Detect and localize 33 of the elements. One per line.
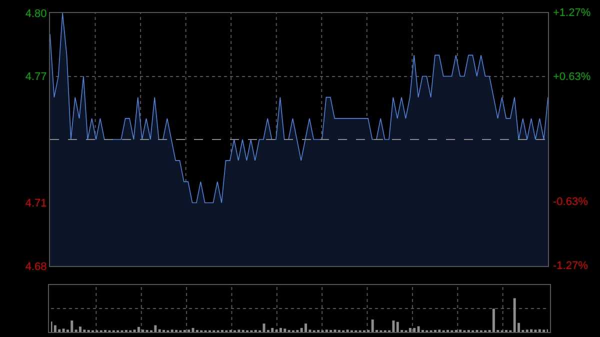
y2-tick-label: -0.63% — [553, 196, 588, 208]
bar — [392, 320, 395, 332]
bar — [300, 328, 303, 332]
bar — [279, 328, 282, 332]
bar — [304, 324, 308, 332]
y2-tick-label: +0.63% — [553, 71, 591, 83]
y2-tick-label: +1.27% — [553, 7, 591, 19]
bar — [70, 320, 74, 332]
bar — [54, 325, 56, 332]
bar — [284, 328, 286, 332]
bar — [513, 298, 516, 332]
bar — [408, 328, 412, 332]
bar — [413, 328, 416, 332]
y-tick-label: 4.80 — [25, 8, 47, 20]
bar — [137, 326, 140, 332]
bar — [192, 328, 194, 332]
bar — [62, 328, 65, 332]
bar — [58, 329, 61, 332]
bar — [78, 326, 82, 332]
y2-tick-label: -1.27% — [553, 260, 588, 272]
y-tick-label: 4.68 — [25, 260, 47, 273]
bar — [530, 329, 533, 332]
y-tick-label: 4.71 — [25, 198, 47, 210]
bar — [396, 322, 399, 332]
bar — [538, 329, 541, 332]
bar — [262, 324, 266, 332]
bar — [417, 326, 420, 332]
bar — [154, 325, 157, 332]
bar — [371, 319, 374, 332]
bar — [492, 308, 495, 332]
bar — [271, 328, 274, 332]
bar — [158, 329, 161, 332]
y-tick-label: 4.77 — [25, 71, 47, 84]
